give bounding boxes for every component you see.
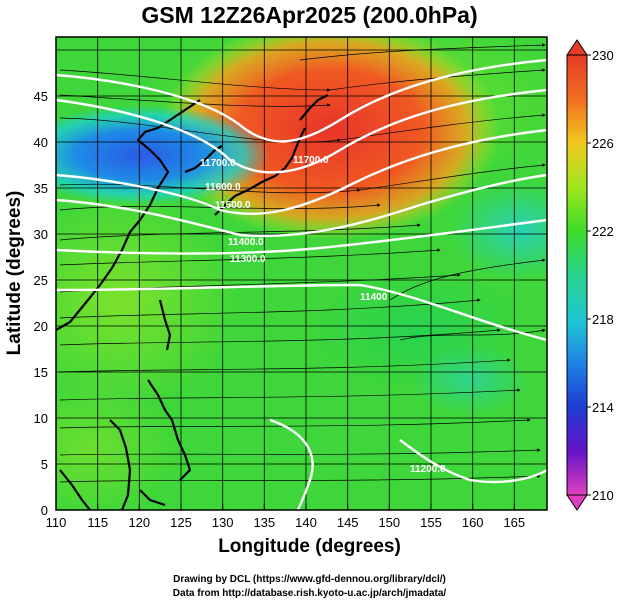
colorbar-tick-label: 226 bbox=[592, 136, 614, 151]
colorbar-bottom-arrow bbox=[566, 494, 588, 511]
colorbar-gradient bbox=[566, 54, 588, 496]
x-tick-label: 145 bbox=[337, 515, 359, 530]
y-tick-label: 5 bbox=[41, 457, 48, 472]
x-tick-label: 120 bbox=[128, 515, 150, 530]
x-tick-label: 165 bbox=[503, 515, 525, 530]
y-tick-label: 40 bbox=[34, 135, 48, 150]
x-tick-label: 155 bbox=[420, 515, 442, 530]
colorbar: 230 226 222 218 214 210 bbox=[566, 39, 614, 511]
warm-anomaly bbox=[160, 37, 500, 240]
tick-marks bbox=[55, 504, 515, 510]
philippines bbox=[147, 379, 192, 481]
credit-data: Data from http://database.rish.kyoto-u.a… bbox=[172, 588, 447, 599]
colorbar-top-arrow bbox=[566, 39, 588, 56]
x-tick-label: 125 bbox=[170, 515, 192, 530]
grid-lines bbox=[56, 37, 547, 510]
china-coast bbox=[56, 99, 201, 331]
cool-patch-east bbox=[450, 180, 547, 280]
height-contours bbox=[56, 58, 547, 510]
indochina-coast bbox=[109, 419, 132, 510]
colorbar-tick-label: 218 bbox=[592, 312, 614, 327]
contour-label: 11400.0 bbox=[228, 237, 264, 248]
plot-frame bbox=[55, 36, 548, 511]
contour-label: 11300.0 bbox=[230, 254, 266, 265]
y-axis-label: Latitude (degrees) bbox=[4, 190, 25, 356]
x-tick-label: 110 bbox=[46, 515, 67, 530]
contour-label: 11200.0 bbox=[410, 464, 446, 475]
japan-honshu bbox=[214, 127, 306, 216]
contour-label: 11500.0 bbox=[215, 200, 251, 211]
y-tick-label: 35 bbox=[34, 181, 48, 196]
contour-labels: 11700.0 11700.0 11600.0 11500.0 11400.0 … bbox=[200, 155, 446, 475]
x-tick-label: 130 bbox=[212, 515, 234, 530]
colorbar-tick-label: 210 bbox=[592, 488, 614, 503]
y-tick-label: 30 bbox=[34, 227, 48, 242]
y-tick-label: 0 bbox=[41, 503, 48, 518]
y-tick-label: 45 bbox=[34, 89, 48, 104]
y-tick-label: 20 bbox=[34, 319, 48, 334]
colorbar-tick-label: 222 bbox=[592, 224, 614, 239]
contour-label: 11600.0 bbox=[205, 182, 241, 193]
x-axis-label: Longitude (degrees) bbox=[218, 536, 401, 557]
y-tick-label: 15 bbox=[34, 365, 48, 380]
x-tick-label: 150 bbox=[378, 515, 400, 530]
y-tick-label: 10 bbox=[34, 411, 48, 426]
colorbar-tick-label: 214 bbox=[592, 400, 614, 415]
chart-title: GSM 12Z26Apr2025 (200.0hPa) bbox=[141, 2, 478, 28]
hokkaido bbox=[299, 94, 329, 121]
credit-drawing: Drawing by DCL (https://www.gfd-dennou.o… bbox=[173, 574, 446, 585]
borneo-coast bbox=[139, 489, 166, 507]
x-tick-label: 115 bbox=[87, 515, 108, 530]
x-tick-labels: 110 115 120 125 130 135 140 145 150 155 … bbox=[46, 515, 526, 530]
y-tick-label: 25 bbox=[34, 273, 48, 288]
x-tick-label: 160 bbox=[462, 515, 484, 530]
y-tick-labels: 0 5 10 15 20 25 30 35 40 45 bbox=[34, 89, 48, 518]
contour-label: 11700.0 bbox=[293, 155, 329, 166]
x-tick-label: 135 bbox=[253, 515, 275, 530]
contour-label: 11700.0 bbox=[200, 158, 236, 169]
malay-coast bbox=[59, 469, 91, 510]
contour-label: 11400 bbox=[360, 292, 388, 303]
colorbar-tick-label: 230 bbox=[592, 48, 614, 63]
x-tick-label: 140 bbox=[295, 515, 317, 530]
